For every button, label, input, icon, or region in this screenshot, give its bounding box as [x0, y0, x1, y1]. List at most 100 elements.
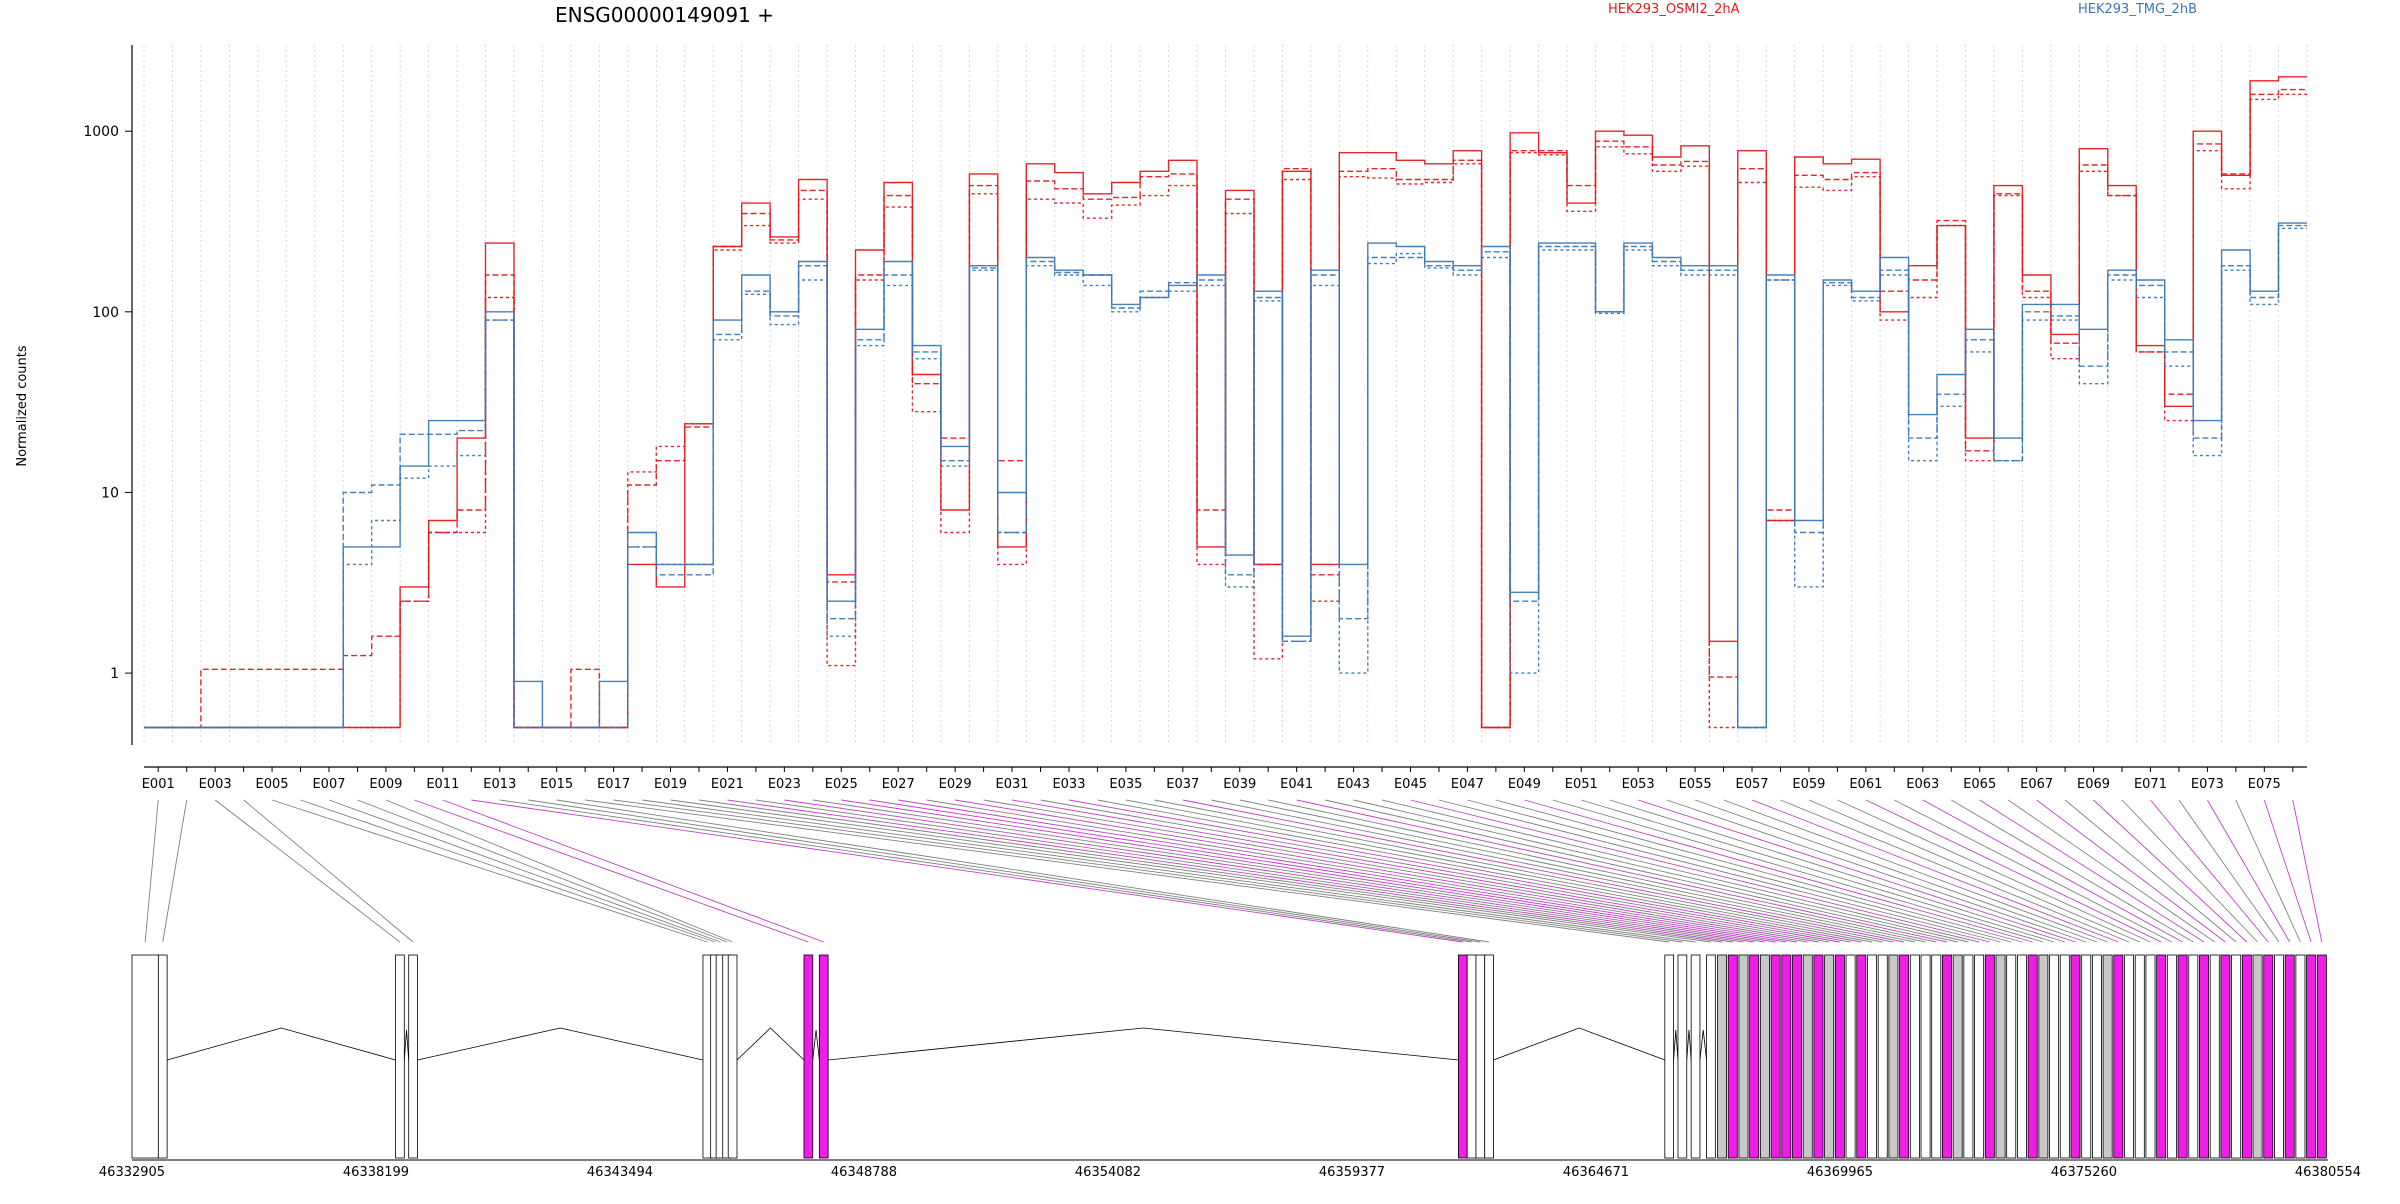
genomic-tick-label: 46364671 [1563, 1165, 1629, 1180]
intron-line [167, 1027, 396, 1061]
exon-connector [556, 799, 1490, 943]
exon-box [1856, 954, 1867, 1159]
exon-box [1466, 954, 1477, 1159]
exon-connector [1751, 799, 2119, 943]
exon-box [2188, 954, 2199, 1159]
x-tick-label: E011 [426, 777, 459, 792]
x-tick-label: E047 [1451, 777, 1484, 792]
exon-connector [1638, 799, 2076, 943]
exon-box [1792, 954, 1802, 1159]
exon-connector [2036, 799, 2226, 943]
exon-connector [499, 799, 1472, 943]
exon-box [1738, 954, 1749, 1159]
legend-entry-osmi2: HEK293_OSMI2_2hA [1608, 2, 1740, 17]
exon-connector [1524, 799, 2033, 943]
exon-box [1931, 954, 1942, 1159]
exon-box [1664, 954, 1674, 1159]
exon-connector [955, 799, 1819, 943]
chart-title: ENSG00000149091 + [555, 3, 774, 27]
exon-box [1963, 954, 1974, 1159]
exon-box [1920, 954, 1931, 1159]
exon-box [2316, 954, 2327, 1159]
exon-connector [755, 799, 1744, 943]
exon-connector [1296, 799, 1948, 943]
x-tick-label: E033 [1052, 777, 1085, 792]
exon-connector [727, 799, 1733, 943]
intron-line [1686, 1029, 1692, 1061]
x-tick-label: E041 [1280, 777, 1313, 792]
exon-box [1834, 954, 1845, 1159]
exon-box [1824, 954, 1835, 1159]
y-tick-label: 10 [101, 485, 119, 501]
exon-box [1952, 954, 1963, 1159]
exon-box [1781, 954, 1792, 1159]
x-tick-label: E021 [711, 777, 744, 792]
exon-connector [1211, 799, 1915, 943]
exon-connector [162, 799, 188, 943]
exon-box [2017, 954, 2027, 1159]
exon-connector [1467, 799, 2012, 943]
x-tick-label: E065 [1963, 777, 1996, 792]
x-tick-label: E059 [1792, 777, 1825, 792]
intron-line [1699, 1029, 1707, 1061]
exon-box [2177, 954, 2188, 1159]
x-tick-label: E045 [1394, 777, 1427, 792]
exon-box [2113, 954, 2124, 1159]
exon-box [2027, 954, 2038, 1159]
genomic-tick-label: 46343494 [587, 1165, 653, 1180]
x-tick-label: E007 [312, 777, 345, 792]
x-tick-label: E053 [1622, 777, 1655, 792]
exon-connector [243, 799, 414, 943]
genomic-axis: 46332905 46338199 46343494 46348788 46354082… [99, 1159, 2361, 1180]
y-axis-label: Normalized counts [15, 345, 30, 467]
exon-connector [1666, 799, 2087, 943]
exon-connector [2235, 799, 2301, 943]
exon-connector [1239, 799, 1926, 943]
legend-entry-tmg: HEK293_TMG_2hB [2078, 2, 2197, 17]
exon-box [1759, 954, 1770, 1159]
exon-connector [1609, 799, 2065, 943]
exon-box [1677, 954, 1688, 1159]
exon-box [1802, 954, 1813, 1159]
exon-connector [1097, 799, 1873, 943]
exon-connector [2121, 799, 2258, 943]
exon-box [2145, 954, 2156, 1159]
exon-connector [1410, 799, 1990, 943]
intron-line [812, 1029, 820, 1061]
exon-box [2124, 954, 2135, 1159]
exon-connector [1922, 799, 2183, 943]
intron-line [417, 1027, 704, 1061]
exon-box [1706, 954, 1716, 1159]
x-tick-label: E043 [1337, 777, 1370, 792]
exon-connector [869, 799, 1787, 943]
x-tick-label: E069 [2077, 777, 2110, 792]
x-tick-label: E031 [996, 777, 1029, 792]
x-tick-label: E071 [2134, 777, 2167, 792]
x-tick-label: E061 [1849, 777, 1882, 792]
exon-box [803, 954, 814, 1159]
exon-connector [1381, 799, 1980, 943]
exon-box [2091, 954, 2102, 1159]
exon-connector [2150, 799, 2269, 943]
exon-box [2252, 954, 2263, 1159]
exon-box [408, 954, 418, 1159]
exon-box [1845, 954, 1856, 1159]
exon-connector [2093, 799, 2248, 943]
x-tick-label: E019 [654, 777, 687, 792]
genomic-tick-label: 46354082 [1075, 1165, 1141, 1180]
exon-box [2166, 954, 2177, 1159]
exon-connector [1808, 799, 2140, 943]
exon-box [1995, 954, 2006, 1159]
exon-box [1867, 954, 1877, 1159]
exon-box [2263, 954, 2274, 1159]
exon-connector [1325, 799, 1958, 943]
exon-connector [471, 799, 1463, 943]
x-tick-label: E049 [1508, 777, 1541, 792]
exon-box [1475, 954, 1486, 1159]
genomic-tick-label: 46348788 [831, 1165, 897, 1180]
exon-box [2049, 954, 2060, 1159]
exon-connector [214, 799, 401, 943]
exon-connector [2292, 799, 2323, 943]
exon-box [1717, 954, 1728, 1159]
